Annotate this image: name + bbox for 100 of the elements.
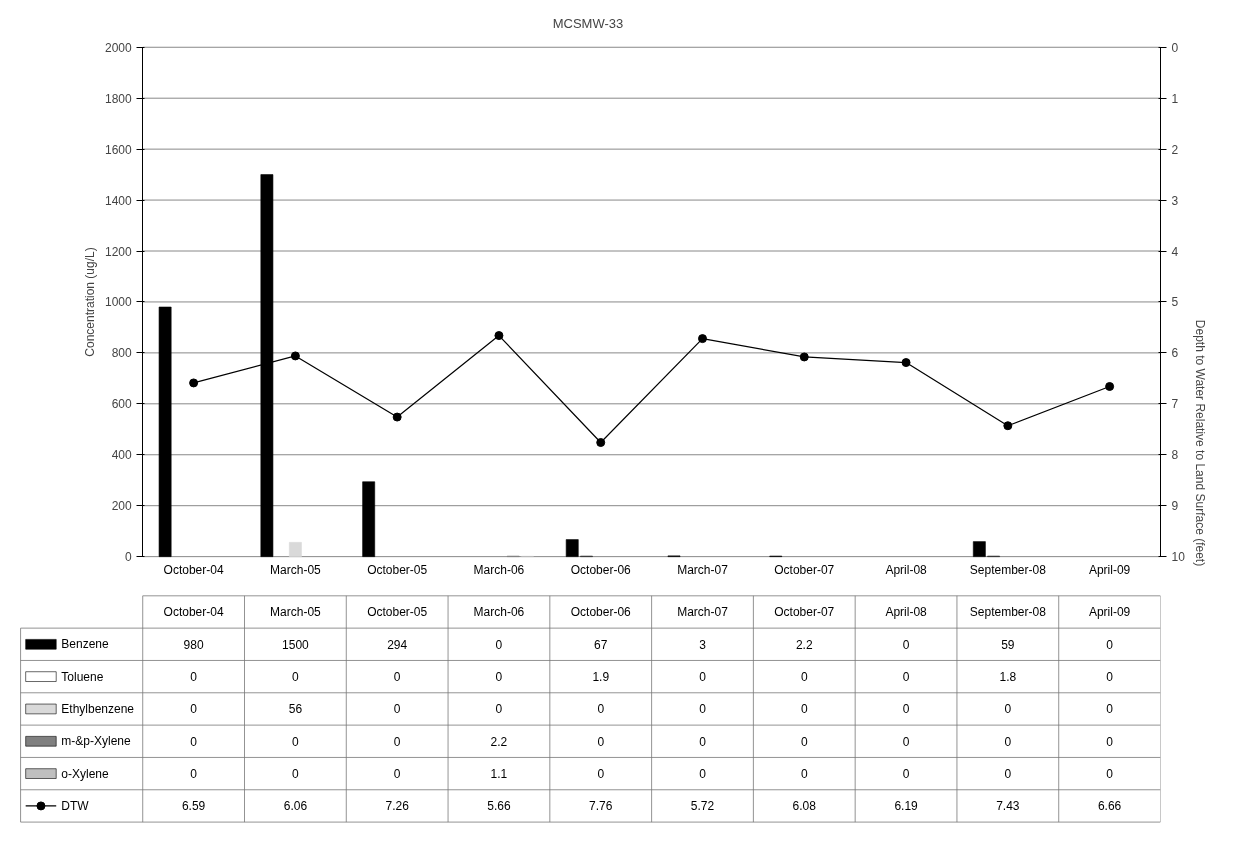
data-label: 0: [800, 734, 808, 749]
x-tick-label: March-05: [270, 563, 322, 578]
y-tick-label: 200: [111, 499, 133, 514]
data-label: 0: [902, 637, 910, 652]
category-label: April-09: [1088, 604, 1131, 619]
y2-tick-label: 6: [1171, 346, 1179, 361]
data-label: 0: [495, 670, 503, 685]
x-tick-label: March-07: [677, 563, 729, 578]
y-tick-label: 1600: [105, 142, 133, 157]
data-label: 0: [800, 767, 808, 782]
x-tick-label: October-07: [774, 563, 835, 578]
legend-label: Toluene: [61, 669, 104, 684]
chart-title: MCSMW-33: [552, 15, 624, 31]
legend-label: DTW: [61, 798, 90, 813]
y-tick-label: 400: [111, 448, 133, 463]
y2-tick-label: 10: [1171, 550, 1186, 565]
point: [494, 331, 504, 341]
legend-label: o-Xylene: [61, 766, 109, 781]
data-label: 7.26: [385, 799, 410, 814]
data-label: 0: [699, 734, 707, 749]
data-label: 0: [699, 702, 707, 717]
data-label: 0: [902, 734, 910, 749]
data-label: 0: [902, 767, 910, 782]
x-tick-label: October-06: [570, 563, 632, 578]
data-label: 0: [495, 637, 503, 652]
data-label: 0: [393, 670, 401, 685]
data-label: 1.1: [490, 767, 508, 782]
data-label: 0: [495, 702, 503, 717]
y-tick-label: 1200: [105, 244, 133, 259]
y-tick-label: 2000: [105, 40, 133, 55]
y2-tick-label: 2: [1171, 142, 1179, 157]
data-label: 0: [1004, 767, 1012, 782]
y2-tick-label: 1: [1171, 91, 1179, 106]
data-label: 6.08: [792, 799, 817, 814]
data-label: 7.43: [996, 799, 1020, 814]
y-axis-title: Concentration (ug/L): [82, 247, 97, 357]
data-label: 0: [800, 702, 808, 717]
data-label: 3: [699, 637, 707, 652]
x-tick-label: April-09: [1088, 563, 1131, 578]
data-label: 0: [902, 670, 910, 685]
category-label: September-08: [969, 604, 1046, 619]
y-tick-label: 0: [125, 550, 133, 565]
category-label: April-08: [885, 604, 927, 619]
point: [392, 412, 402, 422]
y-tick-label: 600: [111, 397, 133, 412]
point: [596, 438, 606, 448]
x-tick-label: October-04: [163, 563, 224, 578]
y2-tick-label: 7: [1171, 397, 1179, 412]
point: [1003, 421, 1013, 431]
data-label: 0: [1106, 702, 1114, 717]
data-label: 0: [190, 670, 198, 685]
category-label: October-06: [570, 604, 631, 619]
data-label: 1.9: [592, 670, 610, 685]
data-label: 0: [1004, 702, 1012, 717]
category-label: October-07: [774, 604, 835, 619]
category-label: October-04: [163, 604, 224, 619]
data-label: 0: [1106, 767, 1114, 782]
data-label: 0: [292, 734, 300, 749]
data-label: 6.06: [283, 799, 308, 814]
data-label: 6.66: [1097, 799, 1122, 814]
data-label: 59: [1001, 637, 1015, 652]
category-label: March-07: [677, 604, 728, 619]
data-label: 0: [902, 702, 910, 717]
data-label: 0: [800, 670, 808, 685]
category-label: March-06: [473, 604, 525, 619]
data-label: 0: [1004, 734, 1012, 749]
bar: [289, 542, 302, 557]
data-label: 0: [190, 767, 198, 782]
data-label: 0: [1106, 670, 1114, 685]
category-label: October-05: [367, 604, 428, 619]
data-label: 294: [387, 637, 408, 652]
data-label: 0: [393, 702, 401, 717]
y-tick-label: 1800: [105, 91, 133, 106]
data-label: 0: [699, 767, 707, 782]
x-tick-label: October-05: [367, 563, 428, 578]
data-label: 0: [597, 734, 605, 749]
data-label: 56: [288, 702, 303, 717]
point: [799, 352, 809, 362]
data-label: 980: [183, 637, 204, 652]
x-tick-label: April-08: [885, 563, 928, 578]
data-label: 6.59: [181, 799, 206, 814]
bar: [158, 306, 172, 557]
data-label: 0: [292, 767, 300, 782]
y2-tick-label: 5: [1171, 295, 1179, 310]
y2-tick-label: 9: [1171, 499, 1179, 514]
data-label: 1.8: [999, 670, 1017, 685]
legend-label: Benzene: [61, 637, 109, 652]
data-label: 7.76: [589, 799, 613, 814]
data-label: 0: [393, 767, 401, 782]
data-label: 0: [393, 734, 401, 749]
data-label: 6.19: [894, 799, 919, 814]
legend-label: Ethylbenzene: [61, 701, 135, 716]
data-label: 5.72: [690, 799, 715, 814]
x-tick-label: September-08: [969, 563, 1047, 578]
y2-tick-label: 0: [1171, 40, 1179, 55]
y2-tick-label: 3: [1171, 193, 1179, 208]
point: [901, 358, 911, 368]
y-tick-label: 1000: [105, 295, 133, 310]
data-label: 1500: [282, 637, 310, 652]
data-label: 0: [597, 702, 605, 717]
